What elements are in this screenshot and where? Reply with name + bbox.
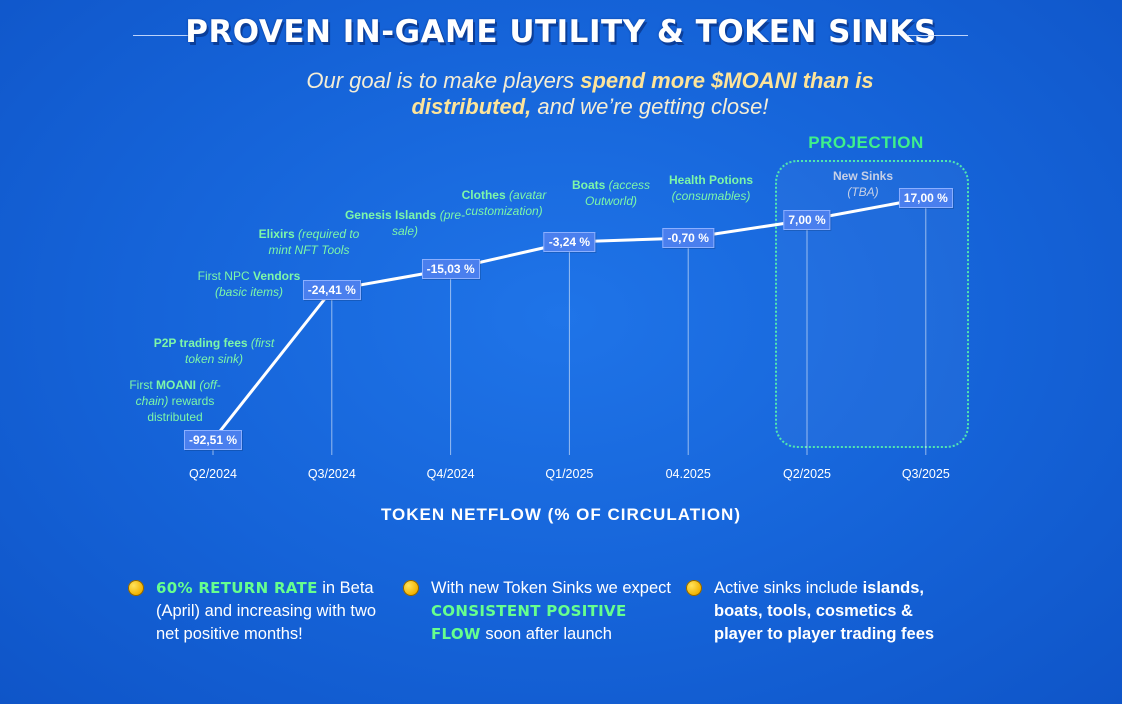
milestone-annotation: First NPC Vendors (basic items) <box>194 268 304 300</box>
milestone-annotation: Clothes (avatar customization) <box>449 187 559 219</box>
bullet-bold: islands, boats, tools, cosmetics & playe… <box>714 579 935 643</box>
bullet-pre: Active sinks include <box>714 579 863 597</box>
milestone-annotation: Boats (access Outworld) <box>566 177 656 209</box>
subtitle-bold: spend more $MOANI than is distributed, <box>411 68 874 119</box>
bullet-highlight: CONSISTENT POSITIVE FLOW <box>431 602 627 643</box>
x-tick-label: Q3/2024 <box>307 467 356 481</box>
milestone-annotation: Health Potions (consumables) <box>656 172 766 204</box>
annotation-text: (access Outworld) <box>584 178 651 208</box>
annotation-text: (basic items) <box>214 285 283 299</box>
subtitle-part2: and we’re getting close! <box>531 94 769 119</box>
data-label: 7,00 % <box>783 210 831 230</box>
annotation-text: P2P trading fees <box>153 336 248 350</box>
annotation-text: Clothes <box>461 188 506 202</box>
x-tick-label: Q3/2025 <box>901 467 950 481</box>
milestone-annotation: New Sinks (TBA) <box>818 168 908 200</box>
subtitle: Our goal is to make players spend more $… <box>280 68 900 120</box>
data-label: -15,03 % <box>421 259 480 279</box>
annotation-text: Boats <box>571 178 606 192</box>
x-tick-label: Q4/2024 <box>426 467 475 481</box>
bullet-text: in Beta (April) and increasing with two … <box>156 579 377 643</box>
bullet-highlight: 60% RETURN RATE <box>156 579 318 597</box>
x-tick-label: 04.2025 <box>665 467 711 481</box>
annotation-text: MOANI <box>156 378 196 392</box>
annotation-text: Health Potions <box>668 173 753 187</box>
annotation-text: Vendors <box>252 269 301 283</box>
x-tick-label: Q2/2024 <box>189 467 237 481</box>
title-bar: PROVEN IN-GAME UTILITY & TOKEN SINKS <box>0 12 1122 58</box>
title-divider-right <box>908 35 968 36</box>
data-label: 17,00 % <box>898 188 953 208</box>
coin-emoji-icon <box>403 580 419 596</box>
coin-emoji-icon <box>686 580 702 596</box>
annotation-text: (TBA) <box>847 185 879 199</box>
data-label: -24,41 % <box>302 280 361 300</box>
annotation-text: (required to mint NFT Tools <box>268 227 360 257</box>
data-label: -92,51 % <box>183 430 243 450</box>
x-axis-label: TOKEN NETFLOW (% OF CIRCULATION) <box>380 505 741 524</box>
annotation-text: rewards distributed <box>147 394 215 424</box>
annotation-text: (pre-sale) <box>391 208 466 238</box>
milestone-annotation: Genesis Islands (pre-sale) <box>340 207 470 239</box>
milestone-annotation: Elixirs (required to mint NFT Tools <box>249 226 369 258</box>
annotation-text: First <box>129 378 156 392</box>
milestone-annotation: P2P trading fees (first token sink) <box>144 335 284 367</box>
page-title: PROVEN IN-GAME UTILITY & TOKEN SINKS <box>185 14 937 50</box>
milestone-annotation: First MOANI (off-chain) rewards distribu… <box>115 377 235 425</box>
bullet-text: soon after launch <box>480 625 612 643</box>
annotation-text: (avatar customization) <box>465 188 547 218</box>
annotation-text: (off-chain) <box>135 378 221 408</box>
annotation-text: Genesis Islands <box>344 208 437 222</box>
data-label: -0,70 % <box>662 228 714 248</box>
subtitle-part1: Our goal is to make players <box>306 68 581 93</box>
x-tick-label: Q1/2025 <box>545 467 594 481</box>
coin-emoji-icon <box>128 580 144 596</box>
annotation-text: Elixirs <box>258 227 295 241</box>
projection-label: PROJECTION <box>808 133 924 152</box>
data-label: -3,24 % <box>543 232 596 252</box>
annotation-text: New Sinks <box>832 169 894 183</box>
annotation-text: First NPC <box>197 269 253 283</box>
x-tick-label: Q2/2025 <box>783 467 831 481</box>
annotation-text: (first token sink) <box>184 336 275 366</box>
bullet-pre: With new Token Sinks we expect <box>431 579 671 597</box>
title-divider-left <box>133 35 193 36</box>
annotation-text: (consumables) <box>671 189 751 203</box>
